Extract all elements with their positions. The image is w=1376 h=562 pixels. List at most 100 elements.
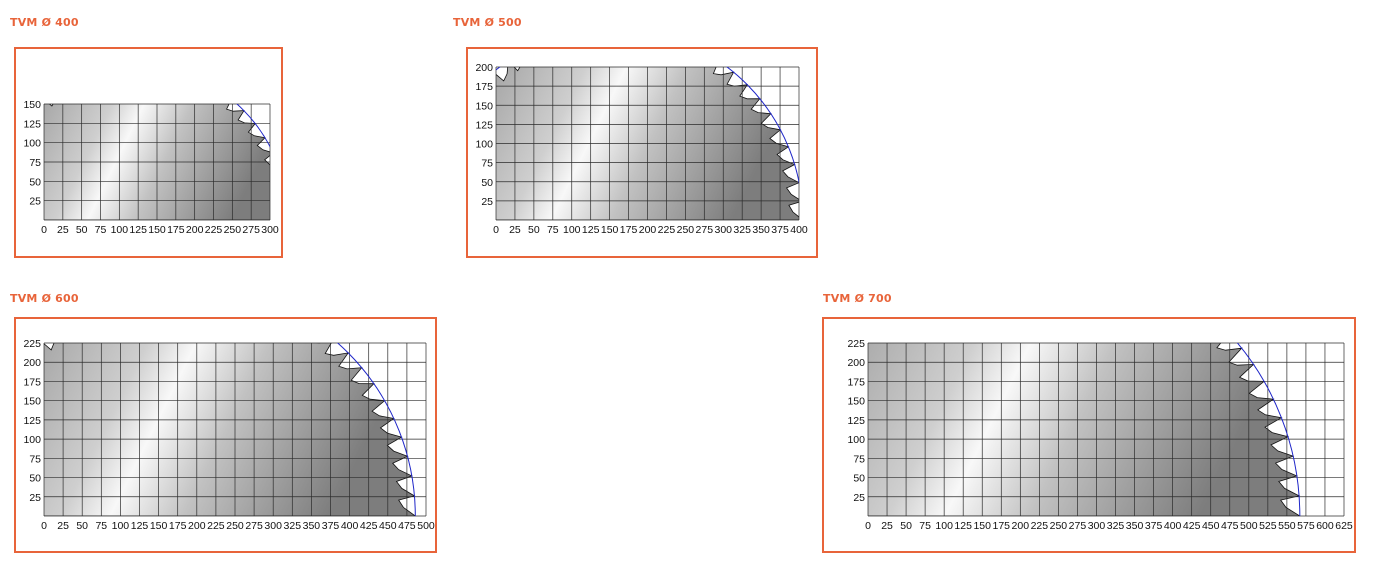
y-tick-label: 100	[847, 434, 865, 446]
x-tick-label: 275	[1069, 520, 1087, 532]
diagram-frame: 0 25 50 75 100 125 150 175 200 225 250 275 300 325 350…	[822, 317, 1356, 553]
x-tick-label: 0	[865, 520, 871, 532]
y-tick-label: 25	[29, 196, 41, 208]
x-tick-label: 100	[935, 520, 953, 532]
diagram-frame: 0 25 50 75 100 125 150 175 200 225 250 275 300 325 350…	[466, 47, 818, 258]
x-tick-label: 350	[303, 520, 321, 532]
y-tick-label: 25	[853, 492, 865, 504]
x-tick-label: 475	[1221, 520, 1239, 532]
x-tick-label: 150	[601, 224, 619, 236]
y-tick-label: 175	[23, 376, 41, 388]
diagram-title: TVM Ø 700	[823, 292, 892, 305]
x-tick-label: 500	[417, 520, 435, 532]
x-tick-label: 375	[771, 224, 789, 236]
y-tick-label: 200	[847, 357, 865, 369]
x-tick-label: 575	[1297, 520, 1315, 532]
x-tick-label: 275	[242, 224, 260, 236]
x-tick-label: 225	[658, 224, 676, 236]
x-tick-label: 125	[582, 224, 600, 236]
x-tick-label: 275	[696, 224, 714, 236]
x-tick-label: 450	[379, 520, 397, 532]
x-tick-label: 475	[398, 520, 416, 532]
y-tick-label: 125	[847, 415, 865, 427]
x-tick-label: 0	[41, 224, 47, 236]
y-tick-label: 150	[23, 99, 41, 111]
x-tick-label: 425	[360, 520, 378, 532]
x-tick-label: 625	[1335, 520, 1353, 532]
x-tick-label: 75	[95, 520, 107, 532]
x-tick-label: 350	[1126, 520, 1144, 532]
x-tick-label: 250	[1050, 520, 1068, 532]
x-tick-label: 200	[639, 224, 657, 236]
x-tick-label: 550	[1278, 520, 1296, 532]
x-tick-label: 525	[1259, 520, 1277, 532]
x-tick-label: 100	[563, 224, 581, 236]
x-tick-label: 25	[881, 520, 893, 532]
y-tick-label: 125	[23, 415, 41, 427]
x-tick-label: 400	[341, 520, 359, 532]
x-tick-label: 25	[509, 224, 521, 236]
x-tick-label: 250	[677, 224, 695, 236]
saw-blade-diagram: 0 25 50 75 100 125 150 175 200 225 250 275 300255075…	[23, 99, 279, 236]
y-tick-label: 125	[23, 118, 41, 130]
y-tick-label: 50	[481, 177, 493, 189]
grid	[43, 103, 271, 221]
y-tick-label: 75	[853, 453, 865, 465]
x-tick-label: 200	[188, 520, 206, 532]
x-tick-label: 300	[261, 224, 279, 236]
y-tick-label: 175	[475, 81, 493, 93]
y-tick-label: 25	[29, 492, 41, 504]
x-tick-label: 25	[57, 520, 69, 532]
y-tick-label: 100	[23, 434, 41, 446]
x-tick-label: 450	[1202, 520, 1220, 532]
x-tick-label: 275	[245, 520, 263, 532]
x-tick-label: 150	[148, 224, 166, 236]
y-tick-label: 75	[29, 453, 41, 465]
y-tick-label: 150	[847, 396, 865, 408]
x-tick-label: 225	[1031, 520, 1049, 532]
x-tick-label: 175	[169, 520, 187, 532]
x-tick-label: 100	[112, 520, 130, 532]
x-tick-label: 325	[733, 224, 751, 236]
x-tick-label: 0	[41, 520, 47, 532]
x-tick-label: 325	[284, 520, 302, 532]
saw-blade	[496, 67, 799, 220]
y-tick-label: 75	[481, 158, 493, 170]
diagram-title: TVM Ø 400	[10, 16, 79, 29]
y-tick-label: 175	[847, 376, 865, 388]
saw-blade-diagram: 0 25 50 75 100 125 150 175 200 225 250 275 300 325 350…	[847, 338, 1353, 532]
outer-diameter-arc	[496, 67, 799, 185]
x-tick-label: 125	[954, 520, 972, 532]
x-tick-label: 50	[76, 520, 88, 532]
y-tick-label: 150	[475, 100, 493, 112]
y-tick-label: 200	[23, 357, 41, 369]
x-tick-label: 225	[205, 224, 223, 236]
y-tick-label: 150	[23, 396, 41, 408]
x-tick-label: 75	[95, 224, 107, 236]
x-tick-label: 175	[993, 520, 1011, 532]
diagram-frame: 0 25 50 75 100 125 150 175 200 225 250 275 300 325 350…	[14, 317, 437, 553]
y-tick-label: 25	[481, 196, 493, 208]
x-tick-label: 300	[1088, 520, 1106, 532]
x-tick-label: 400	[1164, 520, 1182, 532]
outer-diameter-arc	[336, 343, 416, 516]
x-tick-label: 250	[226, 520, 244, 532]
y-tick-label: 225	[23, 338, 41, 350]
x-tick-label: 100	[111, 224, 129, 236]
x-tick-label: 50	[528, 224, 540, 236]
x-tick-label: 125	[131, 520, 149, 532]
x-tick-label: 600	[1316, 520, 1334, 532]
x-tick-label: 0	[493, 224, 499, 236]
x-tick-label: 75	[547, 224, 559, 236]
outer-diameter-arc	[1236, 343, 1301, 516]
diagram-title: TVM Ø 500	[453, 16, 522, 29]
x-tick-label: 175	[167, 224, 185, 236]
x-tick-label: 500	[1240, 520, 1258, 532]
x-tick-label: 200	[186, 224, 204, 236]
x-tick-label: 125	[129, 224, 147, 236]
x-tick-label: 400	[790, 224, 808, 236]
x-tick-label: 375	[1145, 520, 1163, 532]
x-tick-label: 250	[224, 224, 242, 236]
x-tick-label: 50	[900, 520, 912, 532]
y-tick-label: 50	[29, 473, 41, 485]
